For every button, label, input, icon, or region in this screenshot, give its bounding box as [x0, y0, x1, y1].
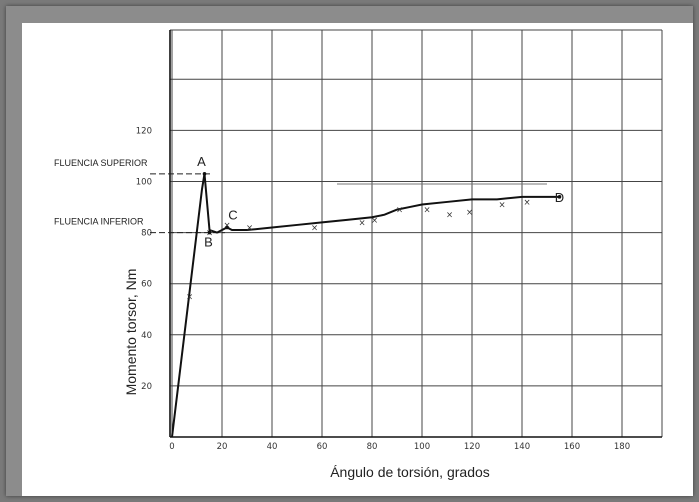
data-marker: ×: [358, 218, 365, 228]
data-marker: ×: [371, 216, 378, 226]
x-tick-label: 20: [217, 442, 228, 452]
x-tick-label: 100: [414, 442, 430, 452]
x-tick-label: 180: [614, 442, 630, 452]
x-tick-label: 40: [267, 442, 278, 452]
point-label-a: A: [197, 154, 206, 169]
reference-label: FLUENCIA INFERIOR: [54, 217, 144, 227]
y-tick-label: 20: [141, 382, 152, 392]
y-tick-label: 60: [141, 280, 152, 290]
x-tick-label: 60: [317, 442, 328, 452]
data-series: [171, 173, 560, 438]
point-marker-b: [207, 230, 212, 235]
chart-axes: 0 20 40 60 80 100 120 140 160 180 20 40 60 80 100 120: [136, 30, 662, 452]
reference-lines: FLUENCIA SUPERIOR FLUENCIA INFERIOR: [54, 158, 547, 234]
data-marker: ×: [246, 223, 253, 233]
x-tick-label: 0: [169, 442, 174, 452]
point-label-b: B: [204, 235, 213, 250]
reference-label: FLUENCIA SUPERIOR: [54, 158, 148, 168]
screenshot-frame: [6, 6, 693, 496]
x-tick-label: 120: [464, 442, 480, 452]
data-marker: ×: [446, 211, 453, 221]
y-tick-label: 120: [136, 126, 152, 136]
data-marker: ×: [396, 206, 403, 216]
point-marker-c: [225, 225, 229, 230]
x-tick-label: 160: [564, 442, 580, 452]
point-marker-d: [557, 195, 562, 199]
data-marker: ×: [186, 292, 193, 302]
point-marker-a: [202, 172, 207, 176]
point-label-c: C: [228, 207, 237, 222]
y-axis-title: Momento torsor, Nm: [123, 269, 139, 396]
data-marker: ×: [311, 223, 318, 233]
x-axis-title: Ángulo de torsión, grados: [330, 464, 490, 480]
y-tick-label: 40: [141, 331, 152, 341]
x-tick-label: 80: [367, 442, 378, 452]
chart-grid: [170, 29, 663, 438]
y-tick-label: 80: [141, 229, 152, 239]
data-marker: ×: [423, 206, 430, 216]
series-line: [171, 173, 560, 438]
chart-labels: Ángulo de torsión, grados Momento torsor,…: [123, 154, 564, 480]
point-label-d: D: [555, 190, 564, 205]
y-tick-label: 100: [136, 178, 152, 188]
data-marker: ×: [498, 200, 505, 210]
data-marker: ×: [523, 198, 530, 208]
data-markers: ×××××××××××××: [186, 172, 562, 302]
chart-paper: [22, 23, 693, 496]
x-tick-label: 140: [514, 442, 530, 452]
data-marker: ×: [466, 208, 473, 218]
